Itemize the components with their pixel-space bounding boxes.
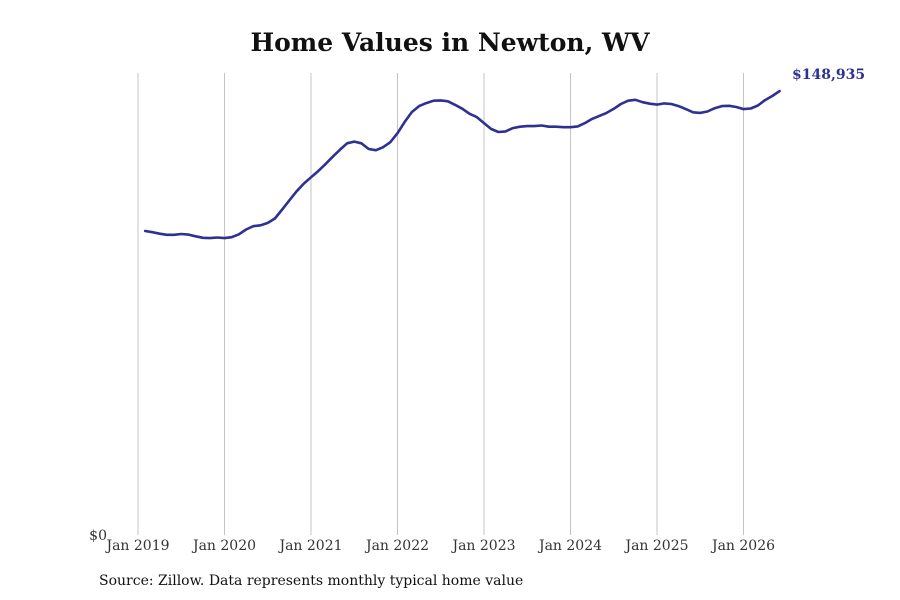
series-group xyxy=(143,89,781,240)
y-axis-ticks: $0 xyxy=(89,528,107,544)
x-tick-label: Jan 2020 xyxy=(191,538,256,554)
chart-title: Home Values in Newton, WV xyxy=(250,28,650,57)
source-note: Source: Zillow. Data represents monthly … xyxy=(99,573,524,589)
x-tick-label: Jan 2023 xyxy=(450,538,515,554)
x-tick-label: Jan 2026 xyxy=(710,538,775,554)
x-tick-label: Jan 2024 xyxy=(537,538,602,554)
x-axis-ticks: Jan 2019 Jan 2020 Jan 2021 Jan 2022 Jan 2023… xyxy=(104,538,775,554)
x-tick-label: Jan 2022 xyxy=(364,538,429,554)
gridlines xyxy=(137,73,744,535)
x-tick-label: Jan 2021 xyxy=(277,538,342,554)
end-value-label: $148,935 xyxy=(792,67,865,83)
x-tick-label: Jan 2019 xyxy=(104,538,169,554)
y-tick-label: $0 xyxy=(89,528,107,544)
x-tick-label: Jan 2025 xyxy=(623,538,688,554)
data-labels: $148,935 xyxy=(792,67,865,83)
series-line-0 xyxy=(143,89,781,240)
